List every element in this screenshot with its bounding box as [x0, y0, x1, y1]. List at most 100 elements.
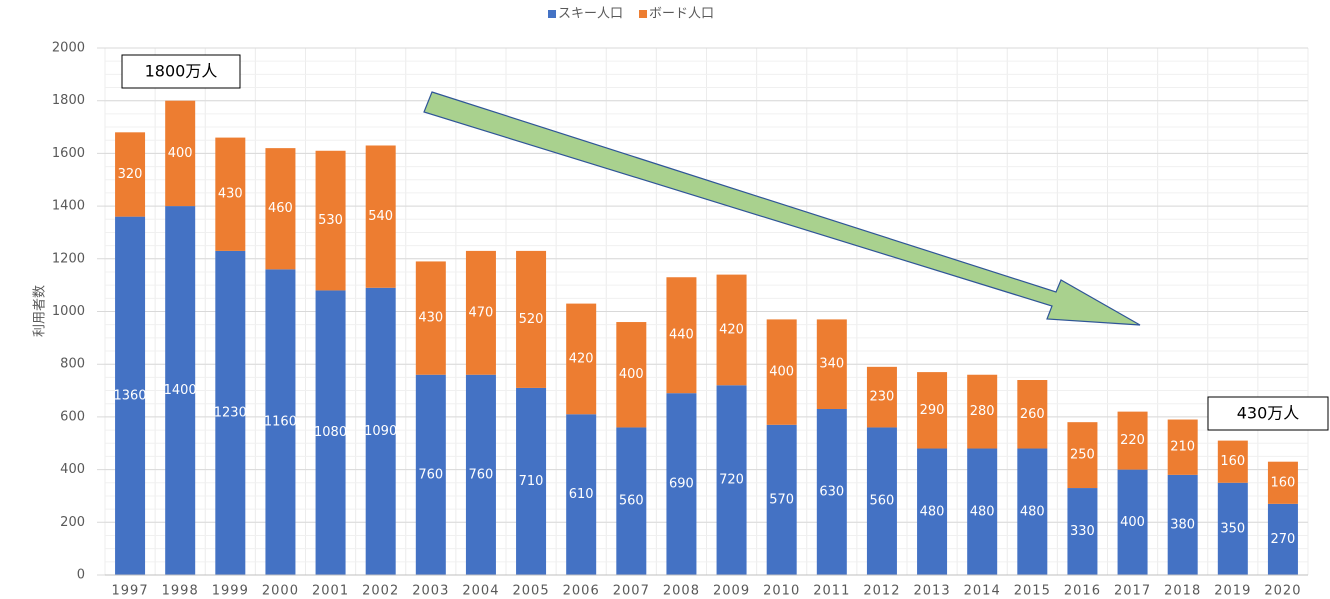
y-tick-label: 1000	[52, 304, 85, 319]
bar-segment	[917, 448, 948, 575]
x-tick-label: 2008	[663, 584, 700, 599]
value-label: 400	[1120, 515, 1145, 530]
bar-segment	[1017, 380, 1048, 449]
value-label: 1090	[364, 424, 397, 439]
bar-segment	[816, 408, 847, 575]
value-label: 1400	[164, 383, 197, 398]
x-tick-label: 2020	[1264, 584, 1301, 599]
value-label: 540	[368, 209, 393, 224]
bar-segment	[265, 269, 296, 575]
bar-segment	[516, 387, 547, 575]
value-label: 720	[719, 473, 744, 488]
bar-segment	[365, 287, 396, 575]
value-label: 280	[970, 404, 995, 419]
value-label: 420	[719, 322, 744, 337]
value-label: 760	[418, 467, 443, 482]
y-tick-label: 2000	[52, 41, 85, 56]
value-label: 260	[1020, 407, 1045, 422]
x-tick-label: 2015	[1014, 584, 1051, 599]
bar-segment	[1267, 461, 1298, 504]
x-tick-label: 2018	[1164, 584, 1201, 599]
x-tick-label: 2001	[312, 584, 349, 599]
value-label: 690	[669, 477, 694, 492]
value-label: 760	[469, 467, 494, 482]
annotation-box	[121, 54, 241, 89]
bar-segment	[917, 372, 948, 449]
value-label: 270	[1271, 532, 1296, 547]
y-tick-label: 800	[60, 357, 85, 372]
bar-segment	[215, 250, 246, 575]
y-axis-label: 利用者数	[33, 285, 48, 337]
x-tick-label: 2003	[412, 584, 449, 599]
value-label: 470	[469, 305, 494, 320]
value-label: 400	[619, 367, 644, 382]
bar-segment	[465, 374, 496, 575]
value-label: 320	[118, 167, 143, 182]
bar-segment	[666, 393, 697, 575]
value-label: 220	[1120, 433, 1145, 448]
value-label: 430	[418, 311, 443, 326]
bar-segment	[315, 150, 346, 291]
y-tick-label: 0	[77, 568, 85, 583]
bar-segment	[866, 366, 897, 428]
legend-label: ボード人口	[649, 7, 714, 22]
bar-segment	[365, 145, 396, 288]
bar-segment	[566, 303, 597, 415]
bar-segment	[315, 290, 346, 575]
bar-segment	[816, 319, 847, 409]
value-label: 1160	[264, 415, 297, 430]
bar-segment	[516, 250, 547, 388]
bar-segment	[215, 137, 246, 251]
value-label: 480	[970, 504, 995, 519]
bar-segment	[766, 424, 797, 575]
x-tick-label: 2013	[914, 584, 951, 599]
bar-segment	[415, 261, 446, 375]
value-label: 430	[218, 187, 243, 202]
value-label: 610	[569, 487, 594, 502]
value-label: 420	[569, 351, 594, 366]
annotation: 1800万人	[145, 62, 218, 81]
value-label: 530	[318, 213, 343, 228]
bar-segment	[1167, 419, 1198, 475]
value-label: 250	[1070, 448, 1095, 463]
value-label: 1080	[314, 425, 347, 440]
y-tick-label: 1800	[52, 93, 85, 108]
bar-segment	[265, 148, 296, 270]
annotation-box	[1207, 396, 1329, 431]
x-tick-label: 1997	[112, 584, 149, 599]
legend-swatch	[548, 10, 556, 18]
y-tick-label: 1600	[52, 146, 85, 161]
bar-segment	[165, 100, 196, 207]
bar-segment	[165, 206, 196, 575]
x-tick-label: 1998	[162, 584, 199, 599]
value-label: 520	[519, 312, 544, 327]
value-label: 440	[669, 328, 694, 343]
x-tick-label: 1999	[212, 584, 249, 599]
legend-swatch	[639, 10, 648, 18]
y-tick-label: 400	[60, 462, 85, 477]
bar-segment	[616, 322, 647, 428]
value-label: 1360	[114, 388, 147, 403]
bar-segment	[766, 319, 797, 425]
x-tick-label: 2007	[613, 584, 650, 599]
value-label: 560	[619, 494, 644, 509]
x-tick-label: 2004	[462, 584, 499, 599]
bar-segment	[616, 427, 647, 575]
x-tick-label: 2019	[1214, 584, 1251, 599]
value-label: 160	[1220, 454, 1245, 469]
x-tick-label: 2012	[863, 584, 900, 599]
trend-arrow	[423, 91, 1141, 326]
value-label: 480	[920, 504, 945, 519]
bar-segment	[415, 374, 446, 575]
value-label: 210	[1170, 440, 1195, 455]
value-label: 340	[819, 357, 844, 372]
bar-segment	[1017, 448, 1048, 575]
value-label: 630	[819, 484, 844, 499]
x-tick-label: 2010	[763, 584, 800, 599]
x-tick-label: 2017	[1114, 584, 1151, 599]
value-label: 710	[519, 474, 544, 489]
bar-segment	[1067, 422, 1098, 489]
annotation: 430万人	[1237, 404, 1300, 423]
bar-segment	[666, 277, 697, 394]
